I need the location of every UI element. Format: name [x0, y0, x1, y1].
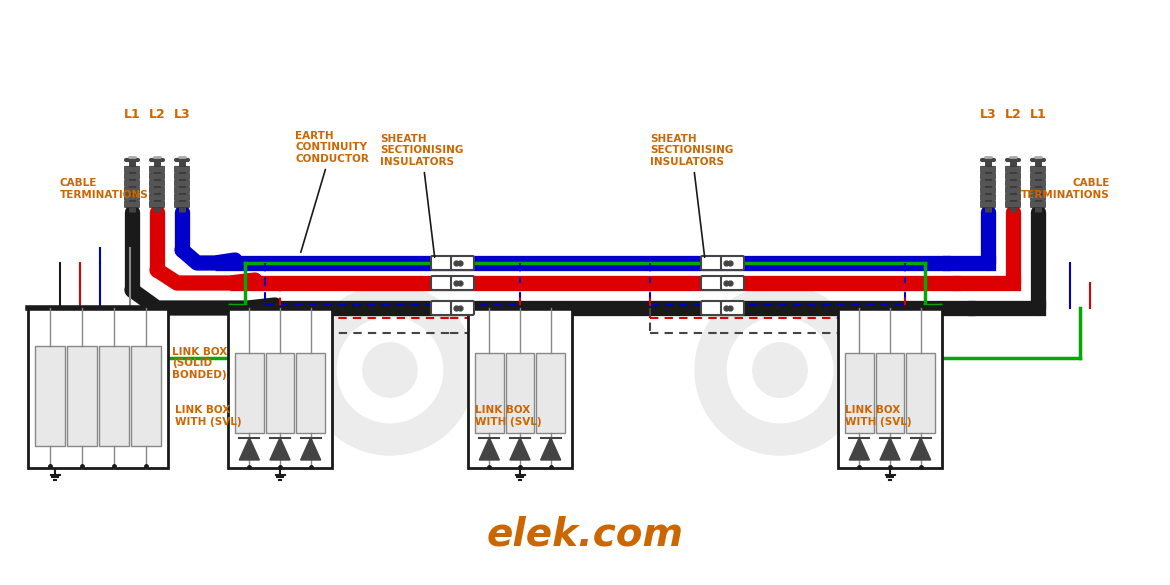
- FancyBboxPatch shape: [124, 173, 139, 180]
- Polygon shape: [880, 438, 900, 460]
- Polygon shape: [849, 438, 869, 460]
- FancyBboxPatch shape: [980, 180, 996, 187]
- FancyBboxPatch shape: [124, 187, 139, 194]
- Polygon shape: [301, 438, 321, 460]
- FancyBboxPatch shape: [980, 194, 996, 201]
- FancyBboxPatch shape: [1031, 166, 1046, 173]
- FancyBboxPatch shape: [450, 301, 474, 315]
- FancyBboxPatch shape: [450, 256, 474, 270]
- Polygon shape: [541, 438, 560, 460]
- FancyBboxPatch shape: [431, 301, 454, 315]
- FancyBboxPatch shape: [1005, 187, 1020, 194]
- Text: CABLE
TERMINATIONS: CABLE TERMINATIONS: [60, 178, 149, 200]
- FancyBboxPatch shape: [1005, 180, 1020, 187]
- FancyBboxPatch shape: [174, 187, 190, 194]
- FancyBboxPatch shape: [980, 166, 996, 173]
- Text: SHEATH
SECTIONISING
INSULATORS: SHEATH SECTIONISING INSULATORS: [380, 134, 463, 257]
- FancyBboxPatch shape: [1005, 201, 1020, 208]
- Bar: [99, 346, 129, 446]
- FancyBboxPatch shape: [721, 256, 744, 270]
- FancyBboxPatch shape: [150, 180, 165, 187]
- FancyBboxPatch shape: [174, 180, 190, 187]
- Bar: [907, 353, 935, 433]
- FancyBboxPatch shape: [124, 166, 139, 173]
- FancyBboxPatch shape: [980, 201, 996, 208]
- Text: L2: L2: [149, 108, 165, 121]
- FancyBboxPatch shape: [721, 301, 744, 315]
- Bar: [296, 353, 325, 433]
- FancyBboxPatch shape: [174, 194, 190, 201]
- FancyBboxPatch shape: [701, 301, 724, 315]
- Bar: [475, 353, 503, 433]
- Bar: [35, 346, 66, 446]
- FancyBboxPatch shape: [1031, 201, 1046, 208]
- Text: L3: L3: [979, 108, 997, 121]
- FancyBboxPatch shape: [1005, 173, 1020, 180]
- Bar: [131, 346, 161, 446]
- Circle shape: [305, 285, 475, 455]
- FancyBboxPatch shape: [174, 173, 190, 180]
- Text: SHEATH
SECTIONISING
INSULATORS: SHEATH SECTIONISING INSULATORS: [651, 134, 734, 257]
- FancyBboxPatch shape: [431, 256, 454, 270]
- FancyBboxPatch shape: [1005, 166, 1020, 173]
- Bar: [28, 308, 168, 468]
- FancyBboxPatch shape: [124, 194, 139, 201]
- FancyBboxPatch shape: [980, 187, 996, 194]
- Circle shape: [752, 343, 807, 397]
- Text: LINK BOX
WITH (SVL): LINK BOX WITH (SVL): [475, 405, 542, 427]
- FancyBboxPatch shape: [150, 194, 165, 201]
- FancyBboxPatch shape: [721, 276, 744, 290]
- Text: CABLE
TERMINATIONS: CABLE TERMINATIONS: [1021, 178, 1110, 200]
- Bar: [228, 308, 332, 468]
- Text: EARTH
CONTINUITY
CONDUCTOR: EARTH CONTINUITY CONDUCTOR: [295, 131, 369, 252]
- FancyBboxPatch shape: [1005, 194, 1020, 201]
- Text: LINK BOX
WITH (SVL): LINK BOX WITH (SVL): [845, 405, 911, 427]
- Bar: [845, 353, 874, 433]
- FancyBboxPatch shape: [174, 201, 190, 208]
- Circle shape: [728, 317, 833, 423]
- Text: L2: L2: [1005, 108, 1021, 121]
- Polygon shape: [510, 438, 530, 460]
- Text: L3: L3: [173, 108, 191, 121]
- FancyBboxPatch shape: [150, 166, 165, 173]
- FancyBboxPatch shape: [124, 201, 139, 208]
- Bar: [875, 353, 904, 433]
- Circle shape: [695, 285, 865, 455]
- Circle shape: [363, 343, 418, 397]
- Text: LINK BOX
WITH (SVL): LINK BOX WITH (SVL): [176, 405, 242, 427]
- Polygon shape: [910, 438, 930, 460]
- Polygon shape: [480, 438, 500, 460]
- FancyBboxPatch shape: [701, 256, 724, 270]
- FancyBboxPatch shape: [1031, 173, 1046, 180]
- FancyBboxPatch shape: [1031, 187, 1046, 194]
- Text: elek.com: elek.com: [487, 515, 683, 553]
- Bar: [468, 308, 572, 468]
- FancyBboxPatch shape: [1031, 194, 1046, 201]
- Bar: [235, 353, 263, 433]
- FancyBboxPatch shape: [150, 187, 165, 194]
- Bar: [505, 353, 535, 433]
- FancyBboxPatch shape: [124, 180, 139, 187]
- FancyBboxPatch shape: [701, 276, 724, 290]
- Bar: [838, 308, 942, 468]
- Text: L1: L1: [1030, 108, 1046, 121]
- Circle shape: [337, 317, 442, 423]
- FancyBboxPatch shape: [431, 276, 454, 290]
- FancyBboxPatch shape: [174, 166, 190, 173]
- Bar: [536, 353, 565, 433]
- FancyBboxPatch shape: [150, 201, 165, 208]
- FancyBboxPatch shape: [450, 276, 474, 290]
- Bar: [266, 353, 295, 433]
- Bar: [67, 346, 97, 446]
- Polygon shape: [270, 438, 290, 460]
- FancyBboxPatch shape: [980, 173, 996, 180]
- FancyBboxPatch shape: [150, 173, 165, 180]
- Polygon shape: [240, 438, 260, 460]
- FancyBboxPatch shape: [1031, 180, 1046, 187]
- Text: LINK BOX
(SOLID
BONDED): LINK BOX (SOLID BONDED): [172, 347, 227, 380]
- Text: L1: L1: [124, 108, 140, 121]
